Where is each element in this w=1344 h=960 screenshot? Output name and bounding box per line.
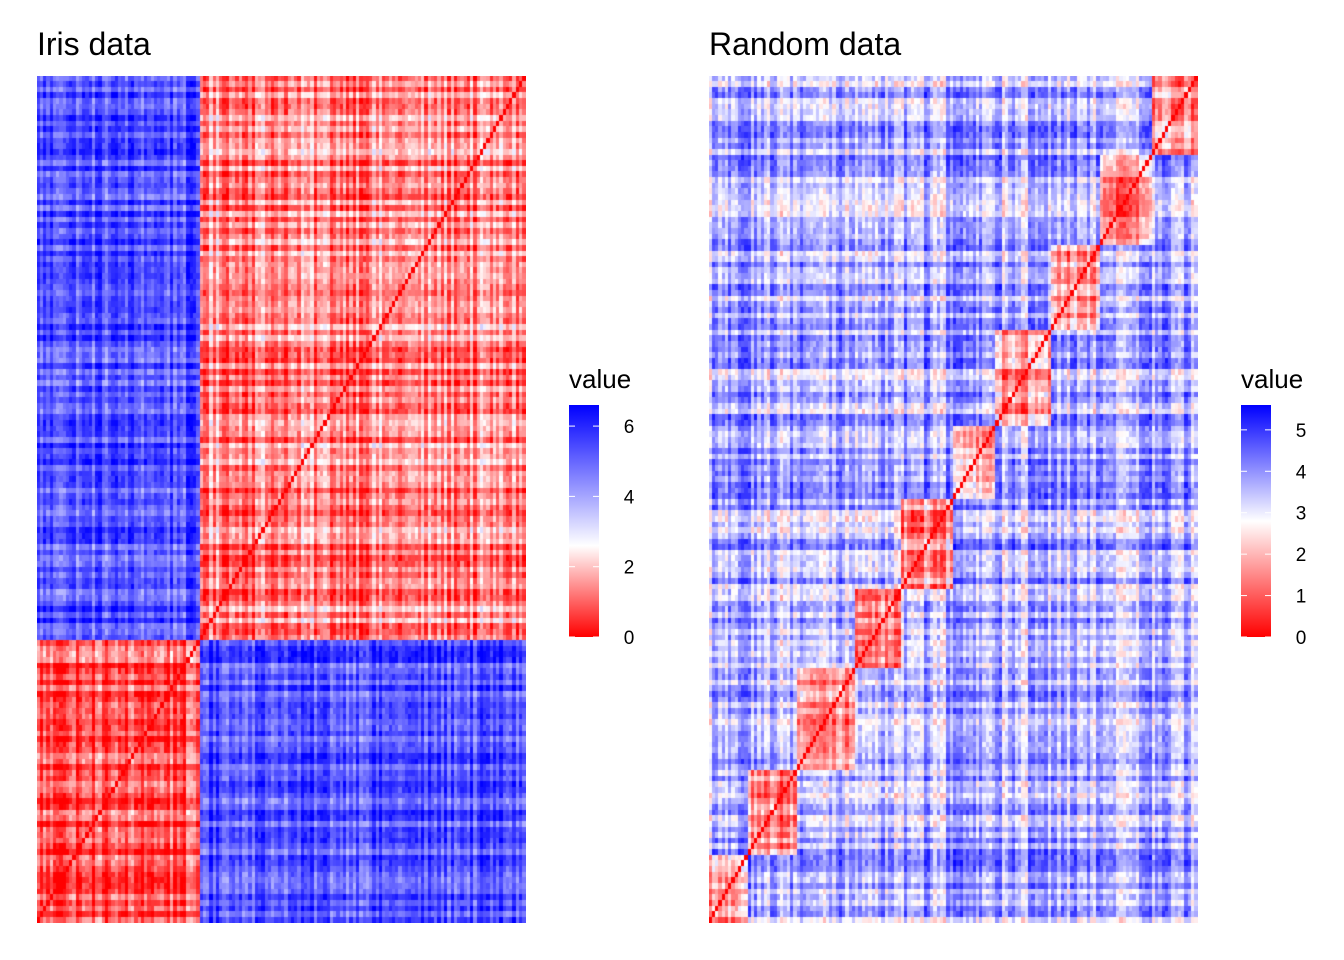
- colorbar-tick-label: 4: [1296, 462, 1307, 483]
- iris-panel: Iris data value 0 2 4 6: [37, 26, 635, 923]
- colorbar-tick-label: 5: [1296, 421, 1307, 442]
- colorbar-tick-label: 2: [1296, 545, 1307, 566]
- colorbar-tick-label: 1: [1296, 587, 1307, 608]
- random-legend-title: value: [1241, 364, 1304, 394]
- iris-chart-title: Iris data: [37, 26, 151, 62]
- iris-legend-title: value: [569, 364, 632, 394]
- random-colorbar: 0 1 2 3 4 5: [1241, 405, 1307, 649]
- colorbar-tick-label: 3: [1296, 504, 1307, 525]
- iris-colorbar: 0 2 4 6: [569, 405, 635, 649]
- colorbar-tick-label: 0: [624, 628, 635, 649]
- random-heatmap: [709, 76, 1198, 923]
- iris-heatmap: [37, 76, 526, 923]
- random-panel: Random data value 0 1 2 3 4 5: [672, 0, 1344, 960]
- colorbar-tick-label: 6: [624, 417, 635, 438]
- colorbar-gradient: [1241, 405, 1271, 637]
- colorbar-gradient: [569, 405, 599, 637]
- colorbar-tick-label: 2: [624, 558, 635, 579]
- colorbar-tick-label: 4: [624, 487, 635, 508]
- colorbar-tick-label: 0: [1296, 628, 1307, 649]
- random-chart-title: Random data: [709, 26, 902, 62]
